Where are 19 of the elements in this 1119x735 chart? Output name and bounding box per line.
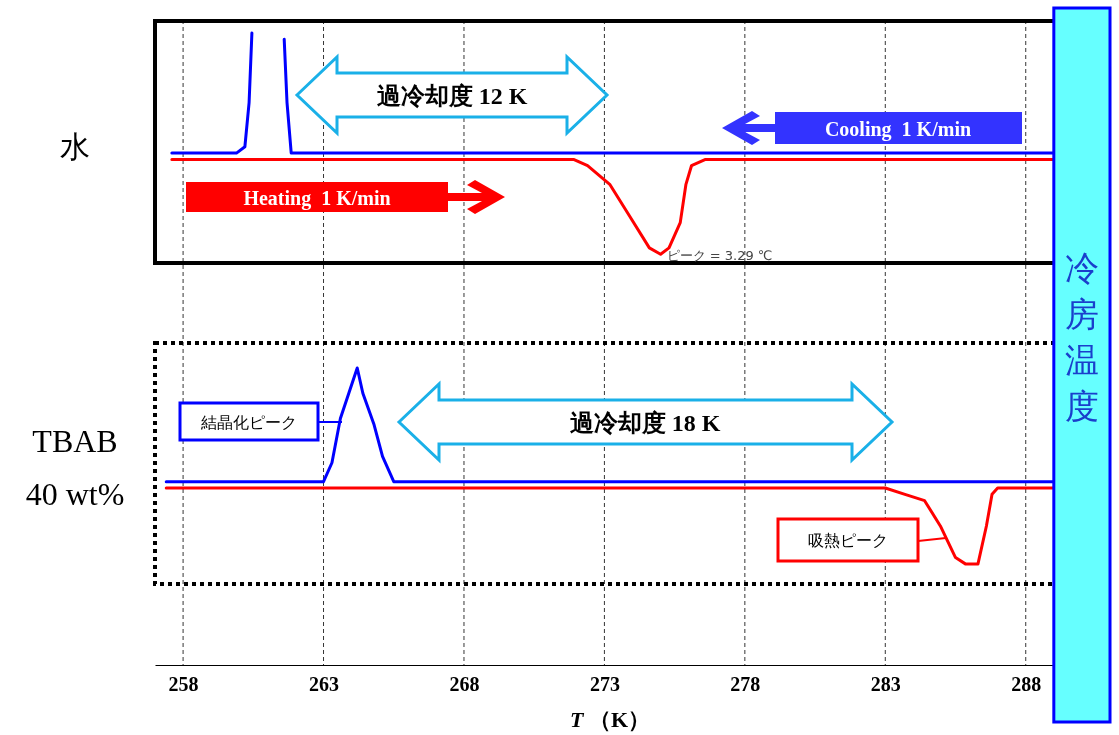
x-axis-title: T （K） <box>569 707 651 732</box>
band-label: 冷房温度 <box>1064 248 1099 426</box>
x-tick-label: 278 <box>730 673 761 696</box>
text: 40 wt% <box>25 476 125 512</box>
text: TBAB <box>32 423 118 459</box>
text: 水 <box>60 129 90 164</box>
annotation: Heating 1 K/min <box>243 187 391 210</box>
annotation: 結晶化ピーク <box>200 413 297 432</box>
x-tick-label: 283 <box>870 673 901 696</box>
annotation: 吸熱ピーク <box>808 531 888 550</box>
annotation: 過冷却度 18 K <box>569 410 721 436</box>
x-tick-label: 258 <box>168 673 199 696</box>
x-tick-label: 288 <box>1011 673 1042 696</box>
annotation: 過冷却度 12 K <box>376 83 528 109</box>
x-tick-label: 263 <box>309 673 340 696</box>
annotation: Cooling 1 K/min <box>824 118 972 141</box>
annotation: ピーク = 3.29 ℃ <box>666 248 773 264</box>
x-tick-label: 268 <box>449 673 480 696</box>
x-tick-label: 273 <box>589 673 620 696</box>
